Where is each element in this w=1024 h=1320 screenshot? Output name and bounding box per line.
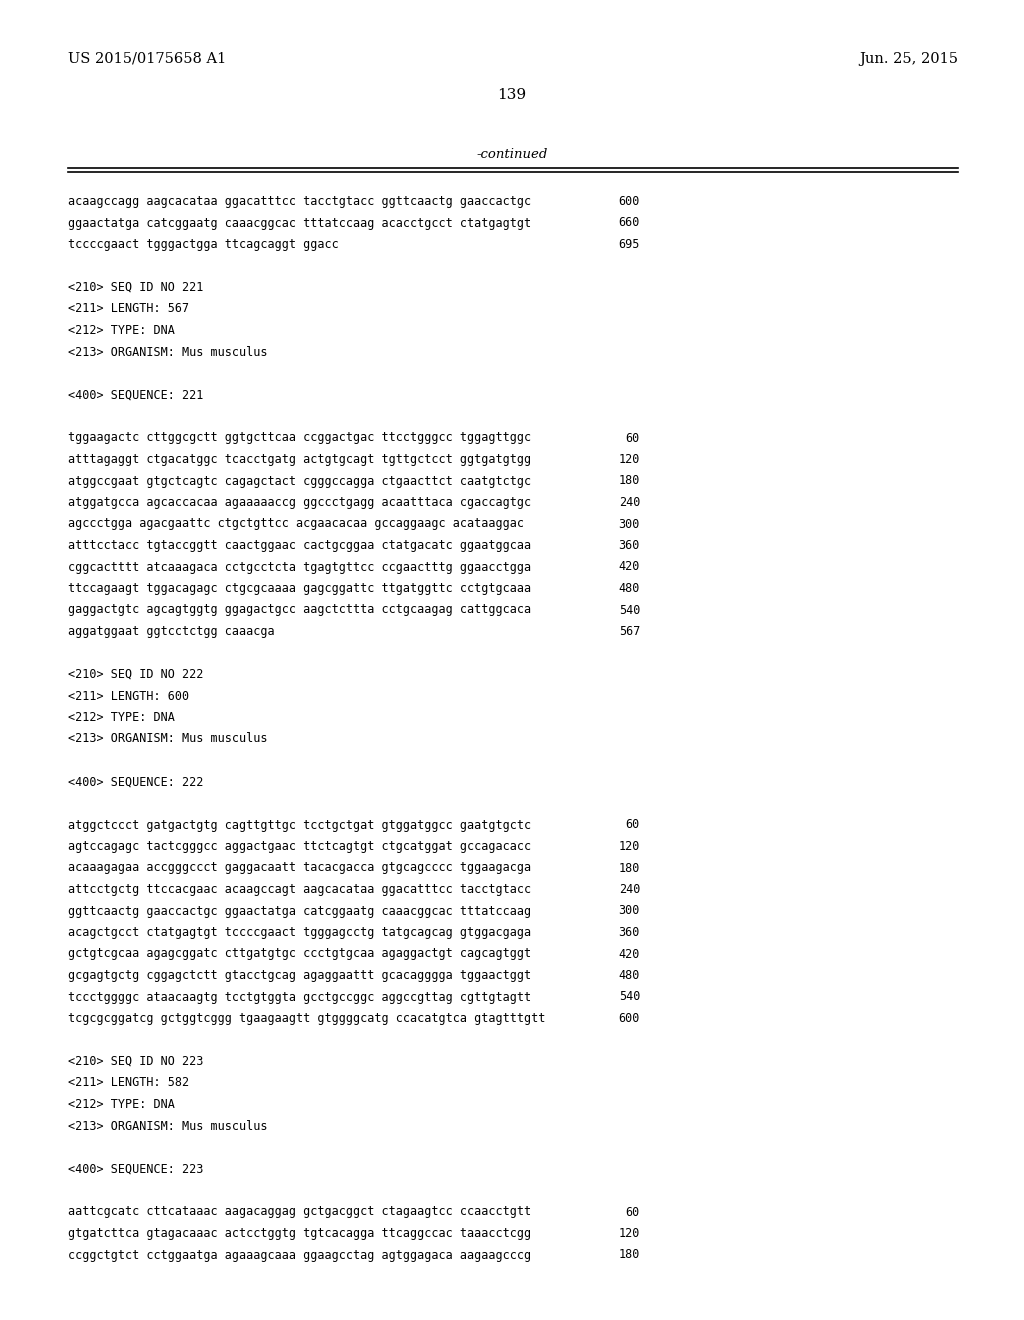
Text: 300: 300	[618, 904, 640, 917]
Text: 540: 540	[618, 603, 640, 616]
Text: <400> SEQUENCE: 221: <400> SEQUENCE: 221	[68, 388, 204, 401]
Text: <211> LENGTH: 567: <211> LENGTH: 567	[68, 302, 189, 315]
Text: acaagccagg aagcacataa ggacatttcc tacctgtacc ggttcaactg gaaccactgc: acaagccagg aagcacataa ggacatttcc tacctgt…	[68, 195, 531, 209]
Text: atttagaggt ctgacatggc tcacctgatg actgtgcagt tgttgctcct ggtgatgtgg: atttagaggt ctgacatggc tcacctgatg actgtgc…	[68, 453, 531, 466]
Text: 180: 180	[618, 862, 640, 874]
Text: agccctgga agacgaattc ctgctgttcc acgaacacaa gccaggaagc acataaggac: agccctgga agacgaattc ctgctgttcc acgaacac…	[68, 517, 524, 531]
Text: atggatgcca agcaccacaa agaaaaaccg ggccctgagg acaatttaca cgaccagtgc: atggatgcca agcaccacaa agaaaaaccg ggccctg…	[68, 496, 531, 510]
Text: <210> SEQ ID NO 223: <210> SEQ ID NO 223	[68, 1055, 204, 1068]
Text: aggatggaat ggtcctctgg caaacga: aggatggaat ggtcctctgg caaacga	[68, 624, 274, 638]
Text: 60: 60	[626, 1205, 640, 1218]
Text: ggttcaactg gaaccactgc ggaactatga catcggaatg caaacggcac tttatccaag: ggttcaactg gaaccactgc ggaactatga catcgga…	[68, 904, 531, 917]
Text: acagctgcct ctatgagtgt tccccgaact tgggagcctg tatgcagcag gtggacgaga: acagctgcct ctatgagtgt tccccgaact tgggagc…	[68, 927, 531, 939]
Text: <400> SEQUENCE: 222: <400> SEQUENCE: 222	[68, 776, 204, 788]
Text: 180: 180	[618, 474, 640, 487]
Text: <213> ORGANISM: Mus musculus: <213> ORGANISM: Mus musculus	[68, 1119, 267, 1133]
Text: attcctgctg ttccacgaac acaagccagt aagcacataa ggacatttcc tacctgtacc: attcctgctg ttccacgaac acaagccagt aagcaca…	[68, 883, 531, 896]
Text: 695: 695	[618, 238, 640, 251]
Text: 180: 180	[618, 1249, 640, 1262]
Text: -continued: -continued	[476, 148, 548, 161]
Text: <212> TYPE: DNA: <212> TYPE: DNA	[68, 711, 175, 723]
Text: US 2015/0175658 A1: US 2015/0175658 A1	[68, 51, 226, 66]
Text: atggccgaat gtgctcagtc cagagctact cgggccagga ctgaacttct caatgtctgc: atggccgaat gtgctcagtc cagagctact cgggcca…	[68, 474, 531, 487]
Text: 240: 240	[618, 496, 640, 510]
Text: 420: 420	[618, 561, 640, 573]
Text: 567: 567	[618, 624, 640, 638]
Text: 120: 120	[618, 453, 640, 466]
Text: 660: 660	[618, 216, 640, 230]
Text: Jun. 25, 2015: Jun. 25, 2015	[859, 51, 958, 66]
Text: <210> SEQ ID NO 222: <210> SEQ ID NO 222	[68, 668, 204, 681]
Text: cggcactttt atcaaagaca cctgcctcta tgagtgttcc ccgaactttg ggaacctgga: cggcactttt atcaaagaca cctgcctcta tgagtgt…	[68, 561, 531, 573]
Text: 600: 600	[618, 195, 640, 209]
Text: tcgcgcggatcg gctggtcggg tgaagaagtt gtggggcatg ccacatgtca gtagtttgtt: tcgcgcggatcg gctggtcggg tgaagaagtt gtggg…	[68, 1012, 546, 1026]
Text: atggctccct gatgactgtg cagttgttgc tcctgctgat gtggatggcc gaatgtgctc: atggctccct gatgactgtg cagttgttgc tcctgct…	[68, 818, 531, 832]
Text: <400> SEQUENCE: 223: <400> SEQUENCE: 223	[68, 1163, 204, 1176]
Text: agtccagagc tactcgggcc aggactgaac ttctcagtgt ctgcatggat gccagacacc: agtccagagc tactcgggcc aggactgaac ttctcag…	[68, 840, 531, 853]
Text: tccccgaact tgggactgga ttcagcaggt ggacc: tccccgaact tgggactgga ttcagcaggt ggacc	[68, 238, 339, 251]
Text: 540: 540	[618, 990, 640, 1003]
Text: 600: 600	[618, 1012, 640, 1026]
Text: 120: 120	[618, 840, 640, 853]
Text: ggaactatga catcggaatg caaacggcac tttatccaag acacctgcct ctatgagtgt: ggaactatga catcggaatg caaacggcac tttatcc…	[68, 216, 531, 230]
Text: acaaagagaa accgggccct gaggacaatt tacacgacca gtgcagcccc tggaagacga: acaaagagaa accgggccct gaggacaatt tacacga…	[68, 862, 531, 874]
Text: 60: 60	[626, 818, 640, 832]
Text: <212> TYPE: DNA: <212> TYPE: DNA	[68, 323, 175, 337]
Text: <213> ORGANISM: Mus musculus: <213> ORGANISM: Mus musculus	[68, 733, 267, 746]
Text: ccggctgtct cctggaatga agaaagcaaa ggaagcctag agtggagaca aagaagcccg: ccggctgtct cctggaatga agaaagcaaa ggaagcc…	[68, 1249, 531, 1262]
Text: <212> TYPE: DNA: <212> TYPE: DNA	[68, 1098, 175, 1111]
Text: <211> LENGTH: 600: <211> LENGTH: 600	[68, 689, 189, 702]
Text: atttcctacc tgtaccggtt caactggaac cactgcggaa ctatgacatc ggaatggcaa: atttcctacc tgtaccggtt caactggaac cactgcg…	[68, 539, 531, 552]
Text: 60: 60	[626, 432, 640, 445]
Text: tccctggggc ataacaagtg tcctgtggta gcctgccggc aggccgttag cgttgtagtt: tccctggggc ataacaagtg tcctgtggta gcctgcc…	[68, 990, 531, 1003]
Text: 300: 300	[618, 517, 640, 531]
Text: aattcgcatc cttcataaac aagacaggag gctgacggct ctagaagtcc ccaacctgtt: aattcgcatc cttcataaac aagacaggag gctgacg…	[68, 1205, 531, 1218]
Text: 360: 360	[618, 539, 640, 552]
Text: 240: 240	[618, 883, 640, 896]
Text: 480: 480	[618, 582, 640, 595]
Text: 139: 139	[498, 88, 526, 102]
Text: gcgagtgctg cggagctctt gtacctgcag agaggaattt gcacagggga tggaactggt: gcgagtgctg cggagctctt gtacctgcag agaggaa…	[68, 969, 531, 982]
Text: 120: 120	[618, 1228, 640, 1239]
Text: gctgtcgcaa agagcggatc cttgatgtgc ccctgtgcaa agaggactgt cagcagtggt: gctgtcgcaa agagcggatc cttgatgtgc ccctgtg…	[68, 948, 531, 961]
Text: ttccagaagt tggacagagc ctgcgcaaaa gagcggattc ttgatggttc cctgtgcaaa: ttccagaagt tggacagagc ctgcgcaaaa gagcgga…	[68, 582, 531, 595]
Text: <210> SEQ ID NO 221: <210> SEQ ID NO 221	[68, 281, 204, 294]
Text: <211> LENGTH: 582: <211> LENGTH: 582	[68, 1077, 189, 1089]
Text: <213> ORGANISM: Mus musculus: <213> ORGANISM: Mus musculus	[68, 346, 267, 359]
Text: gtgatcttca gtagacaaac actcctggtg tgtcacagga ttcaggccac taaacctcgg: gtgatcttca gtagacaaac actcctggtg tgtcaca…	[68, 1228, 531, 1239]
Text: 420: 420	[618, 948, 640, 961]
Text: gaggactgtc agcagtggtg ggagactgcc aagctcttta cctgcaagag cattggcaca: gaggactgtc agcagtggtg ggagactgcc aagctct…	[68, 603, 531, 616]
Text: tggaagactc cttggcgctt ggtgcttcaa ccggactgac ttcctgggcc tggagttggc: tggaagactc cttggcgctt ggtgcttcaa ccggact…	[68, 432, 531, 445]
Text: 360: 360	[618, 927, 640, 939]
Text: 480: 480	[618, 969, 640, 982]
